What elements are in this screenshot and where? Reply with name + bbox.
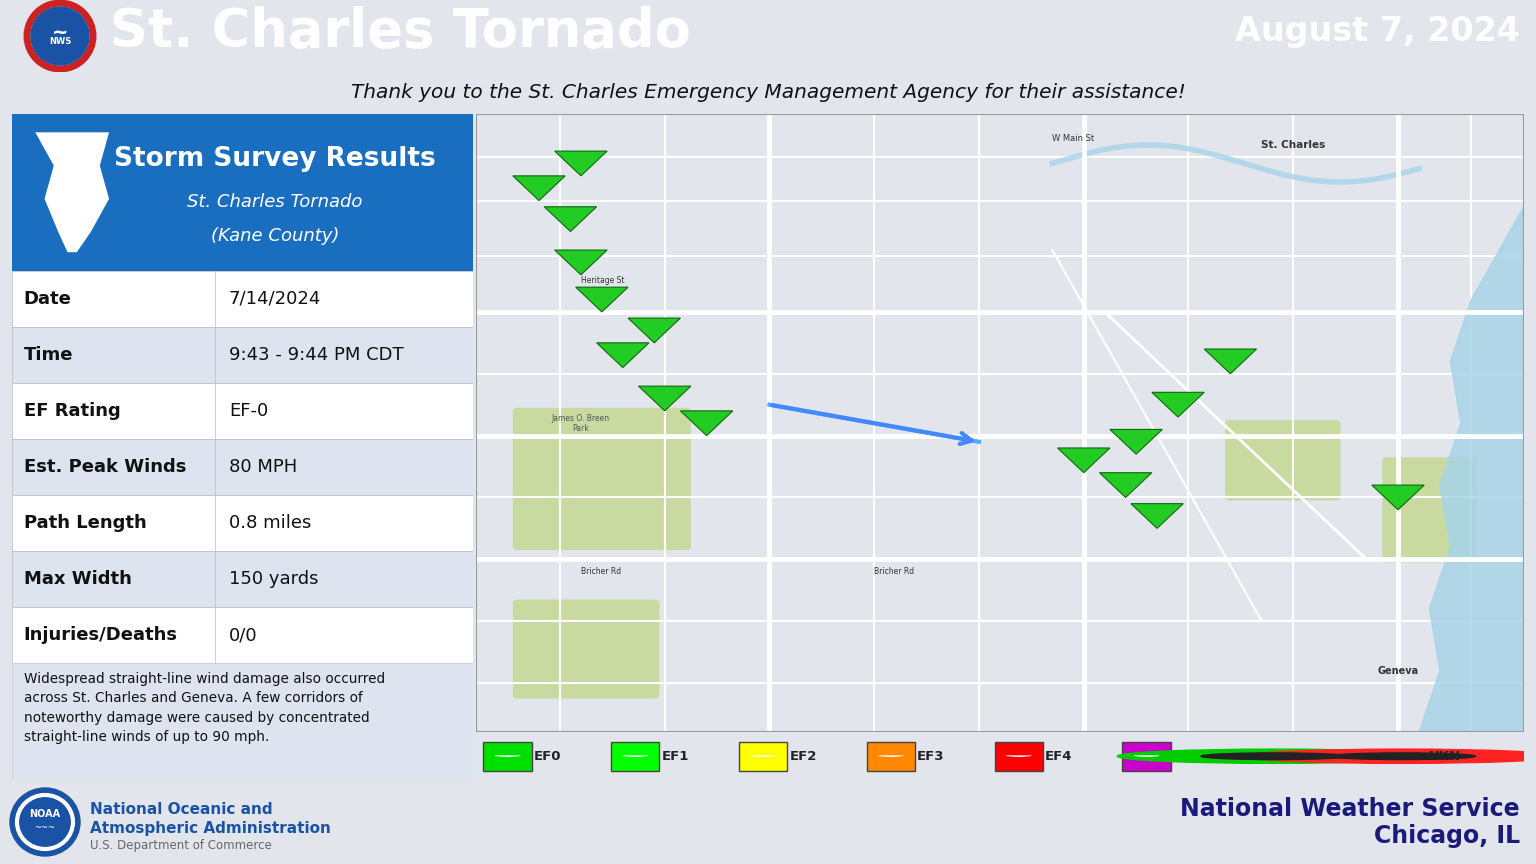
Text: UKN: UKN bbox=[1428, 750, 1461, 763]
Text: EF3: EF3 bbox=[917, 750, 945, 763]
Text: Date: Date bbox=[25, 289, 72, 308]
FancyBboxPatch shape bbox=[484, 742, 531, 771]
Polygon shape bbox=[1111, 429, 1163, 454]
Polygon shape bbox=[495, 756, 521, 757]
Circle shape bbox=[1246, 749, 1536, 764]
Text: TSTM: TSTM bbox=[1301, 750, 1342, 763]
Text: EF1: EF1 bbox=[662, 750, 690, 763]
Text: Atmospheric Administration: Atmospheric Administration bbox=[91, 821, 330, 835]
Text: Chicago, IL: Chicago, IL bbox=[1373, 824, 1521, 848]
FancyBboxPatch shape bbox=[513, 600, 659, 698]
Polygon shape bbox=[1134, 756, 1160, 757]
FancyBboxPatch shape bbox=[866, 742, 915, 771]
Ellipse shape bbox=[11, 788, 80, 856]
Text: Thank you to the St. Charles Emergency Management Agency for their assistance!: Thank you to the St. Charles Emergency M… bbox=[350, 84, 1186, 103]
Text: National Weather Service: National Weather Service bbox=[1180, 797, 1521, 821]
Circle shape bbox=[26, 2, 94, 70]
Polygon shape bbox=[628, 318, 680, 343]
Text: Bricher Rd: Bricher Rd bbox=[581, 567, 621, 576]
Text: Max Width: Max Width bbox=[25, 570, 132, 588]
Polygon shape bbox=[1100, 473, 1152, 498]
Text: EF Rating: EF Rating bbox=[25, 402, 120, 420]
Text: James O. Breen
Park: James O. Breen Park bbox=[551, 414, 610, 433]
Polygon shape bbox=[1372, 485, 1424, 510]
Polygon shape bbox=[35, 132, 109, 252]
Text: ~~~: ~~~ bbox=[34, 823, 55, 833]
Polygon shape bbox=[576, 287, 628, 312]
FancyBboxPatch shape bbox=[1382, 457, 1476, 562]
Text: 7/14/2024: 7/14/2024 bbox=[229, 289, 321, 308]
Polygon shape bbox=[622, 756, 648, 757]
Polygon shape bbox=[596, 343, 650, 367]
Text: 0.8 miles: 0.8 miles bbox=[229, 514, 312, 532]
Text: Widespread straight-line wind damage also occurred
across St. Charles and Geneva: Widespread straight-line wind damage als… bbox=[25, 671, 386, 744]
Text: St. Charles: St. Charles bbox=[1261, 140, 1326, 150]
Text: 0/0: 0/0 bbox=[229, 626, 258, 645]
FancyBboxPatch shape bbox=[12, 495, 473, 551]
Text: W Main St: W Main St bbox=[1052, 134, 1094, 143]
Polygon shape bbox=[554, 250, 607, 275]
Text: EF0: EF0 bbox=[535, 750, 561, 763]
Text: Heritage St: Heritage St bbox=[581, 276, 625, 285]
Circle shape bbox=[1117, 749, 1432, 764]
Polygon shape bbox=[1204, 349, 1256, 374]
FancyBboxPatch shape bbox=[12, 439, 473, 495]
Text: (Kane County): (Kane County) bbox=[210, 226, 339, 245]
FancyBboxPatch shape bbox=[12, 664, 473, 780]
Text: EF4: EF4 bbox=[1044, 750, 1072, 763]
Text: Injuries/Deaths: Injuries/Deaths bbox=[25, 626, 178, 645]
Text: Path Length: Path Length bbox=[25, 514, 146, 532]
Text: NOAA: NOAA bbox=[29, 809, 60, 819]
FancyBboxPatch shape bbox=[12, 114, 473, 270]
Polygon shape bbox=[513, 176, 565, 200]
Text: Time: Time bbox=[25, 346, 74, 364]
Text: NWS: NWS bbox=[49, 36, 71, 46]
Text: U.S. Department of Commerce: U.S. Department of Commerce bbox=[91, 840, 272, 853]
FancyBboxPatch shape bbox=[611, 742, 659, 771]
FancyBboxPatch shape bbox=[513, 408, 691, 550]
FancyBboxPatch shape bbox=[12, 327, 473, 383]
Text: 150 yards: 150 yards bbox=[229, 570, 318, 588]
Text: St. Charles Tornado: St. Charles Tornado bbox=[111, 6, 691, 58]
Polygon shape bbox=[879, 756, 903, 757]
Text: 80 MPH: 80 MPH bbox=[229, 458, 296, 476]
FancyBboxPatch shape bbox=[12, 383, 473, 439]
Text: EF2: EF2 bbox=[790, 750, 817, 763]
Circle shape bbox=[1201, 753, 1347, 759]
Text: August 7, 2024: August 7, 2024 bbox=[1235, 16, 1521, 48]
Circle shape bbox=[1329, 753, 1476, 759]
FancyBboxPatch shape bbox=[12, 607, 473, 664]
Polygon shape bbox=[639, 386, 691, 411]
Text: Bricher Rd: Bricher Rd bbox=[874, 567, 914, 576]
Polygon shape bbox=[751, 756, 776, 757]
Polygon shape bbox=[1152, 392, 1204, 417]
FancyBboxPatch shape bbox=[1123, 742, 1170, 771]
FancyBboxPatch shape bbox=[995, 742, 1043, 771]
FancyBboxPatch shape bbox=[1226, 420, 1341, 500]
FancyBboxPatch shape bbox=[739, 742, 788, 771]
Polygon shape bbox=[554, 151, 607, 176]
FancyBboxPatch shape bbox=[12, 270, 473, 327]
Text: EF-0: EF-0 bbox=[229, 402, 269, 420]
FancyBboxPatch shape bbox=[12, 551, 473, 607]
Polygon shape bbox=[1058, 448, 1111, 473]
Polygon shape bbox=[1006, 756, 1031, 757]
Circle shape bbox=[31, 7, 89, 65]
Text: Storm Survey Results: Storm Survey Results bbox=[114, 146, 436, 172]
Text: Est. Peak Winds: Est. Peak Winds bbox=[25, 458, 186, 476]
Text: Geneva: Geneva bbox=[1378, 665, 1419, 676]
Text: 9:43 - 9:44 PM CDT: 9:43 - 9:44 PM CDT bbox=[229, 346, 404, 364]
Polygon shape bbox=[680, 411, 733, 435]
Text: National Oceanic and: National Oceanic and bbox=[91, 802, 272, 816]
Polygon shape bbox=[544, 206, 596, 232]
Polygon shape bbox=[1419, 206, 1524, 733]
Text: ~: ~ bbox=[52, 22, 68, 41]
Polygon shape bbox=[1130, 504, 1183, 529]
Text: EF5: EF5 bbox=[1174, 750, 1200, 763]
Text: St. Charles Tornado: St. Charles Tornado bbox=[187, 194, 362, 211]
